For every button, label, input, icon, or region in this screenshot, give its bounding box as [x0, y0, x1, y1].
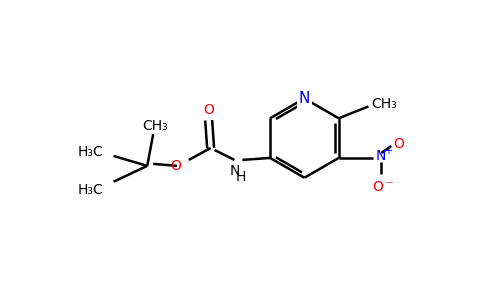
Text: O: O [372, 180, 383, 194]
Text: O: O [203, 103, 214, 117]
Text: H₃C: H₃C [78, 183, 104, 196]
Text: H₃C: H₃C [78, 145, 104, 159]
Text: N: N [376, 149, 386, 163]
Text: O: O [393, 137, 404, 151]
Text: ⁻: ⁻ [386, 179, 393, 193]
Text: N: N [230, 164, 241, 178]
Text: N: N [299, 91, 310, 106]
Text: O: O [170, 159, 181, 173]
Text: CH₃: CH₃ [142, 119, 168, 133]
Text: CH₃: CH₃ [371, 98, 397, 111]
Text: H: H [236, 170, 246, 184]
Text: +: + [384, 146, 393, 156]
